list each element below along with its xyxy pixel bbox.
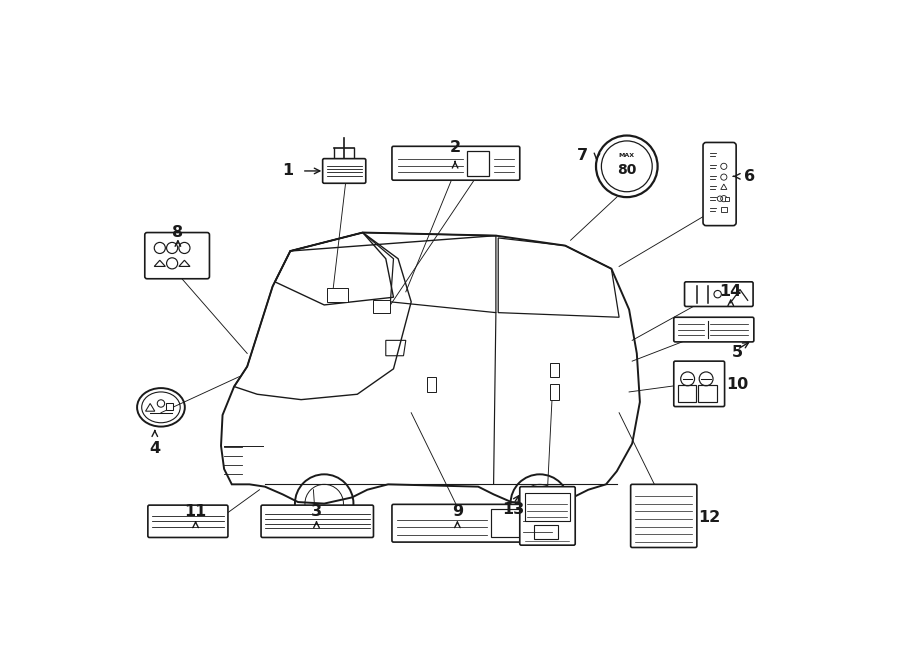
Text: 14: 14 [720,284,742,299]
Bar [491,509,521,537]
Bar [535,525,557,539]
Bar [373,300,390,313]
Text: 12: 12 [698,510,720,525]
Text: 9: 9 [452,504,463,519]
Text: 80: 80 [617,163,636,177]
FancyBboxPatch shape [703,143,736,225]
Bar [327,288,348,302]
Text: 13: 13 [502,502,525,518]
Text: 3: 3 [310,504,322,519]
Text: 5: 5 [732,345,742,360]
FancyBboxPatch shape [148,505,228,537]
FancyBboxPatch shape [145,233,210,279]
Bar [550,384,559,400]
FancyBboxPatch shape [322,159,365,183]
Bar [467,151,489,176]
Bar [724,197,729,200]
Bar [166,403,174,410]
Text: MAX: MAX [618,153,634,158]
FancyBboxPatch shape [685,282,753,307]
Bar [721,207,727,212]
Bar [526,493,570,520]
Text: 11: 11 [184,504,207,519]
Text: 6: 6 [744,169,756,184]
Bar [678,385,696,402]
FancyBboxPatch shape [392,504,527,542]
Text: 7: 7 [577,148,589,163]
FancyBboxPatch shape [392,146,520,180]
FancyBboxPatch shape [674,361,725,407]
FancyBboxPatch shape [631,485,697,547]
FancyBboxPatch shape [520,486,575,545]
Text: 10: 10 [725,377,748,392]
Bar [550,363,559,377]
FancyBboxPatch shape [674,317,754,342]
Text: 1: 1 [283,163,293,178]
Bar [698,385,717,402]
Text: 4: 4 [149,441,160,455]
FancyBboxPatch shape [261,505,374,537]
Text: 8: 8 [172,225,184,240]
Text: 2: 2 [449,140,461,155]
Bar [427,377,436,392]
